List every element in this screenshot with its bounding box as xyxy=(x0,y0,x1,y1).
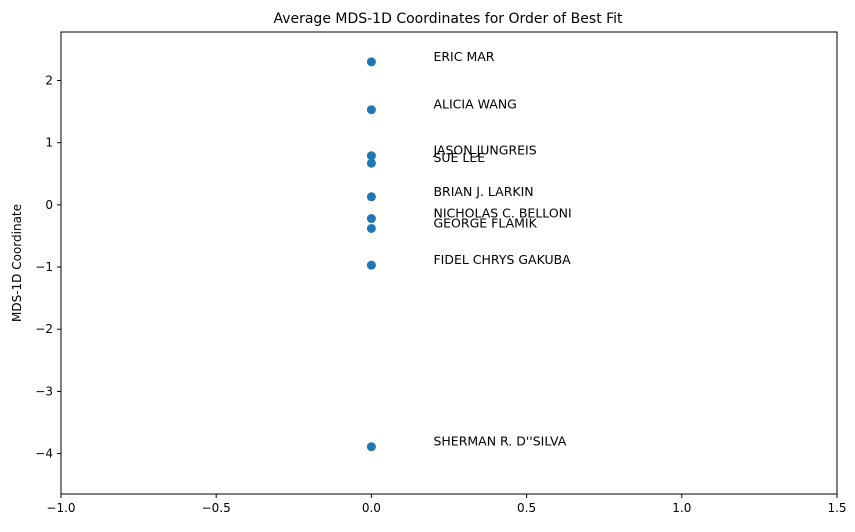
y-tick-label: 1 xyxy=(45,136,53,150)
point-label: SUE LEE xyxy=(433,150,485,165)
x-tick-label: 0.0 xyxy=(362,501,381,515)
y-tick-label: −3 xyxy=(35,384,53,398)
point-label: ALICIA WANG xyxy=(433,97,516,112)
data-point xyxy=(366,158,376,168)
data-point xyxy=(366,192,376,202)
data-point xyxy=(366,151,376,161)
x-tick-label: 1.0 xyxy=(672,501,691,515)
x-tick-label: −1.0 xyxy=(46,501,75,515)
data-point xyxy=(366,214,376,224)
data-point xyxy=(366,223,376,233)
point-label: JASON JUNGREIS xyxy=(432,143,536,158)
y-tick-label: 2 xyxy=(45,74,53,88)
y-tick-label: −2 xyxy=(35,322,53,336)
chart-marks: −1.0 −0.5 0.0 0.5 1.0 1.5 2 1 0 −1 −2 −3 −4 ERIC MAR A… xyxy=(35,49,846,515)
x-tick-label: 0.5 xyxy=(517,501,536,515)
chart-title: Average MDS-1D Coordinates for Order of … xyxy=(273,11,623,27)
point-label: NICHOLAS C. BELLONI xyxy=(433,206,571,221)
data-point xyxy=(366,57,376,67)
x-tick-label: −0.5 xyxy=(202,501,231,515)
data-point xyxy=(366,105,376,115)
point-label: ERIC MAR xyxy=(433,49,494,64)
point-label: GEORGE FLAMIK xyxy=(433,215,537,230)
y-tick-label: −1 xyxy=(35,260,53,274)
point-label: SHERMAN R. D''SILVA xyxy=(433,434,566,449)
x-tick-label: 1.5 xyxy=(827,501,846,515)
y-axis-label: MDS-1D Coordinate xyxy=(10,204,24,322)
point-label: FIDEL CHRYS GAKUBA xyxy=(433,252,571,267)
plot-area xyxy=(60,31,838,495)
point-label: BRIAN J. LARKIN xyxy=(433,184,533,199)
data-point xyxy=(366,442,376,452)
y-tick-label: 0 xyxy=(45,198,53,212)
data-point xyxy=(366,260,376,270)
y-tick-label: −4 xyxy=(35,447,53,461)
